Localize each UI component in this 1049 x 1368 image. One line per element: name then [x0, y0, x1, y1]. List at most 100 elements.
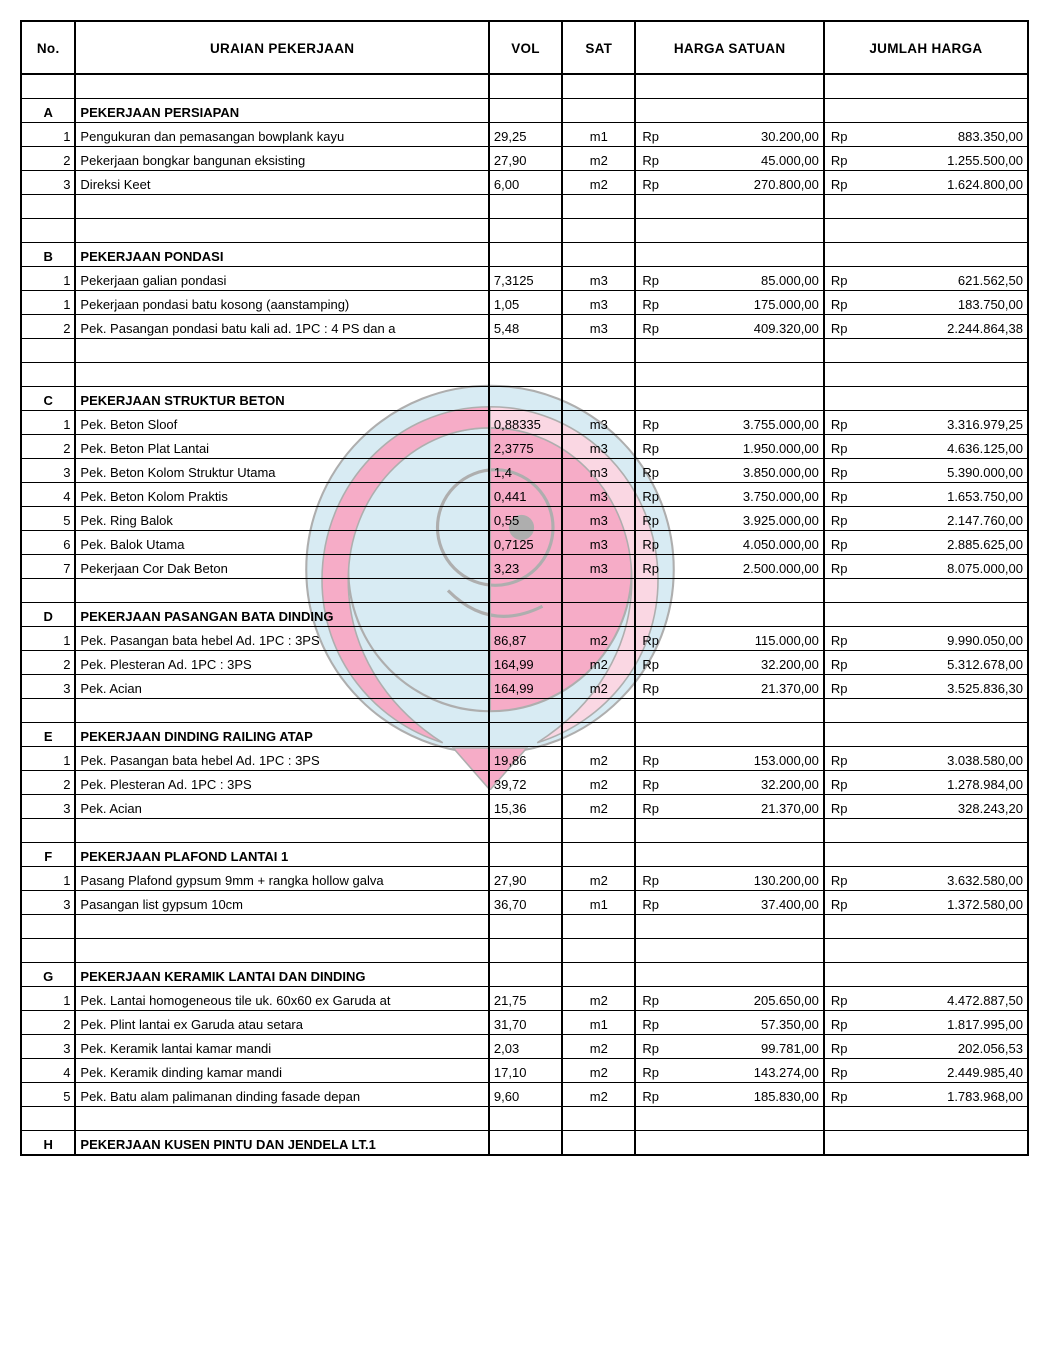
item-harga-satuan: 3.750.000,00 [677, 483, 824, 507]
item-sat: m2 [562, 867, 635, 891]
section-title: PEKERJAAN PASANGAN BATA DINDING [75, 603, 488, 627]
item-vol: 31,70 [489, 1011, 562, 1035]
item-sat: m2 [562, 1083, 635, 1107]
currency-label: Rp [824, 459, 866, 483]
item-row: 3Pek. Beton Kolom Struktur Utama1,4m3Rp3… [21, 459, 1028, 483]
section-row: DPEKERJAAN PASANGAN BATA DINDING [21, 603, 1028, 627]
item-row: 2Pek. Plesteran Ad. 1PC : 3PS39,72m2Rp32… [21, 771, 1028, 795]
item-no: 6 [21, 531, 75, 555]
section-title: PEKERJAAN PERSIAPAN [75, 99, 488, 123]
item-vol: 17,10 [489, 1059, 562, 1083]
item-vol: 39,72 [489, 771, 562, 795]
item-jumlah-harga: 2.147.760,00 [866, 507, 1028, 531]
blank-row [21, 1107, 1028, 1131]
item-jumlah-harga: 2.244.864,38 [866, 315, 1028, 339]
section-row: HPEKERJAAN KUSEN PINTU DAN JENDELA LT.1 [21, 1131, 1028, 1156]
section-code: G [21, 963, 75, 987]
item-sat: m3 [562, 291, 635, 315]
currency-label: Rp [824, 555, 866, 579]
item-vol: 21,75 [489, 987, 562, 1011]
item-vol: 5,48 [489, 315, 562, 339]
item-sat: m2 [562, 771, 635, 795]
currency-label: Rp [824, 795, 866, 819]
currency-label: Rp [824, 627, 866, 651]
item-no: 2 [21, 147, 75, 171]
item-uraian: Pek. Beton Plat Lantai [75, 435, 488, 459]
currency-label: Rp [824, 747, 866, 771]
currency-label: Rp [824, 1059, 866, 1083]
section-title: PEKERJAAN KERAMIK LANTAI DAN DINDING [75, 963, 488, 987]
currency-label: Rp [635, 1011, 677, 1035]
item-vol: 0,441 [489, 483, 562, 507]
item-vol: 27,90 [489, 867, 562, 891]
item-jumlah-harga: 9.990.050,00 [866, 627, 1028, 651]
item-sat: m2 [562, 147, 635, 171]
currency-label: Rp [824, 651, 866, 675]
section-title: PEKERJAAN PLAFOND LANTAI 1 [75, 843, 488, 867]
item-uraian: Pek. Beton Kolom Struktur Utama [75, 459, 488, 483]
item-row: 1Pek. Pasangan bata hebel Ad. 1PC : 3PS1… [21, 747, 1028, 771]
item-uraian: Pek. Ring Balok [75, 507, 488, 531]
currency-label: Rp [635, 867, 677, 891]
blank-row [21, 699, 1028, 723]
currency-label: Rp [824, 1083, 866, 1107]
header-sat: SAT [562, 21, 635, 74]
item-no: 1 [21, 267, 75, 291]
item-uraian: Pek. Acian [75, 795, 488, 819]
currency-label: Rp [635, 267, 677, 291]
item-sat: m3 [562, 267, 635, 291]
item-uraian: Direksi Keet [75, 171, 488, 195]
item-row: 5Pek. Batu alam palimanan dinding fasade… [21, 1083, 1028, 1107]
item-harga-satuan: 32.200,00 [677, 771, 824, 795]
item-vol: 86,87 [489, 627, 562, 651]
item-jumlah-harga: 1.372.580,00 [866, 891, 1028, 915]
item-no: 5 [21, 1083, 75, 1107]
item-harga-satuan: 37.400,00 [677, 891, 824, 915]
currency-label: Rp [824, 291, 866, 315]
currency-label: Rp [635, 291, 677, 315]
currency-label: Rp [635, 147, 677, 171]
item-row: 2Pek. Pasangan pondasi batu kali ad. 1PC… [21, 315, 1028, 339]
section-title: PEKERJAAN DINDING RAILING ATAP [75, 723, 488, 747]
item-no: 3 [21, 171, 75, 195]
header-vol: VOL [489, 21, 562, 74]
item-uraian: Pek. Batu alam palimanan dinding fasade … [75, 1083, 488, 1107]
item-row: 1Pek. Pasangan bata hebel Ad. 1PC : 3PS8… [21, 627, 1028, 651]
item-row: 1Pasang Plafond gypsum 9mm + rangka holl… [21, 867, 1028, 891]
currency-label: Rp [824, 483, 866, 507]
item-row: 2Pek. Beton Plat Lantai2,3775m3Rp1.950.0… [21, 435, 1028, 459]
item-jumlah-harga: 621.562,50 [866, 267, 1028, 291]
item-vol: 164,99 [489, 675, 562, 699]
item-uraian: Pek. Pasangan pondasi batu kali ad. 1PC … [75, 315, 488, 339]
item-harga-satuan: 185.830,00 [677, 1083, 824, 1107]
item-jumlah-harga: 328.243,20 [866, 795, 1028, 819]
item-uraian: Pek. Keramik dinding kamar mandi [75, 1059, 488, 1083]
blank-row [21, 819, 1028, 843]
section-code: D [21, 603, 75, 627]
item-sat: m3 [562, 555, 635, 579]
currency-label: Rp [824, 435, 866, 459]
item-row: 2Pek. Plint lantai ex Garuda atau setara… [21, 1011, 1028, 1035]
currency-label: Rp [824, 867, 866, 891]
item-jumlah-harga: 1.783.968,00 [866, 1083, 1028, 1107]
item-jumlah-harga: 1.255.500,00 [866, 147, 1028, 171]
item-jumlah-harga: 2.885.625,00 [866, 531, 1028, 555]
item-harga-satuan: 3.755.000,00 [677, 411, 824, 435]
item-uraian: Pek. Acian [75, 675, 488, 699]
item-uraian: Pek. Pasangan bata hebel Ad. 1PC : 3PS [75, 747, 488, 771]
boq-table: No. URAIAN PEKERJAAN VOL SAT HARGA SATUA… [20, 20, 1029, 1156]
item-uraian: Pek. Beton Sloof [75, 411, 488, 435]
currency-label: Rp [635, 123, 677, 147]
blank-row [21, 915, 1028, 939]
item-uraian: Pekerjaan bongkar bangunan eksisting [75, 147, 488, 171]
item-vol: 2,03 [489, 1035, 562, 1059]
section-row: EPEKERJAAN DINDING RAILING ATAP [21, 723, 1028, 747]
currency-label: Rp [824, 315, 866, 339]
currency-label: Rp [635, 435, 677, 459]
item-no: 4 [21, 1059, 75, 1083]
item-row: 1Pek. Beton Sloof0,88335m3Rp3.755.000,00… [21, 411, 1028, 435]
item-no: 1 [21, 291, 75, 315]
section-code: A [21, 99, 75, 123]
item-jumlah-harga: 3.316.979,25 [866, 411, 1028, 435]
item-row: 1Pekerjaan galian pondasi7,3125m3Rp85.00… [21, 267, 1028, 291]
